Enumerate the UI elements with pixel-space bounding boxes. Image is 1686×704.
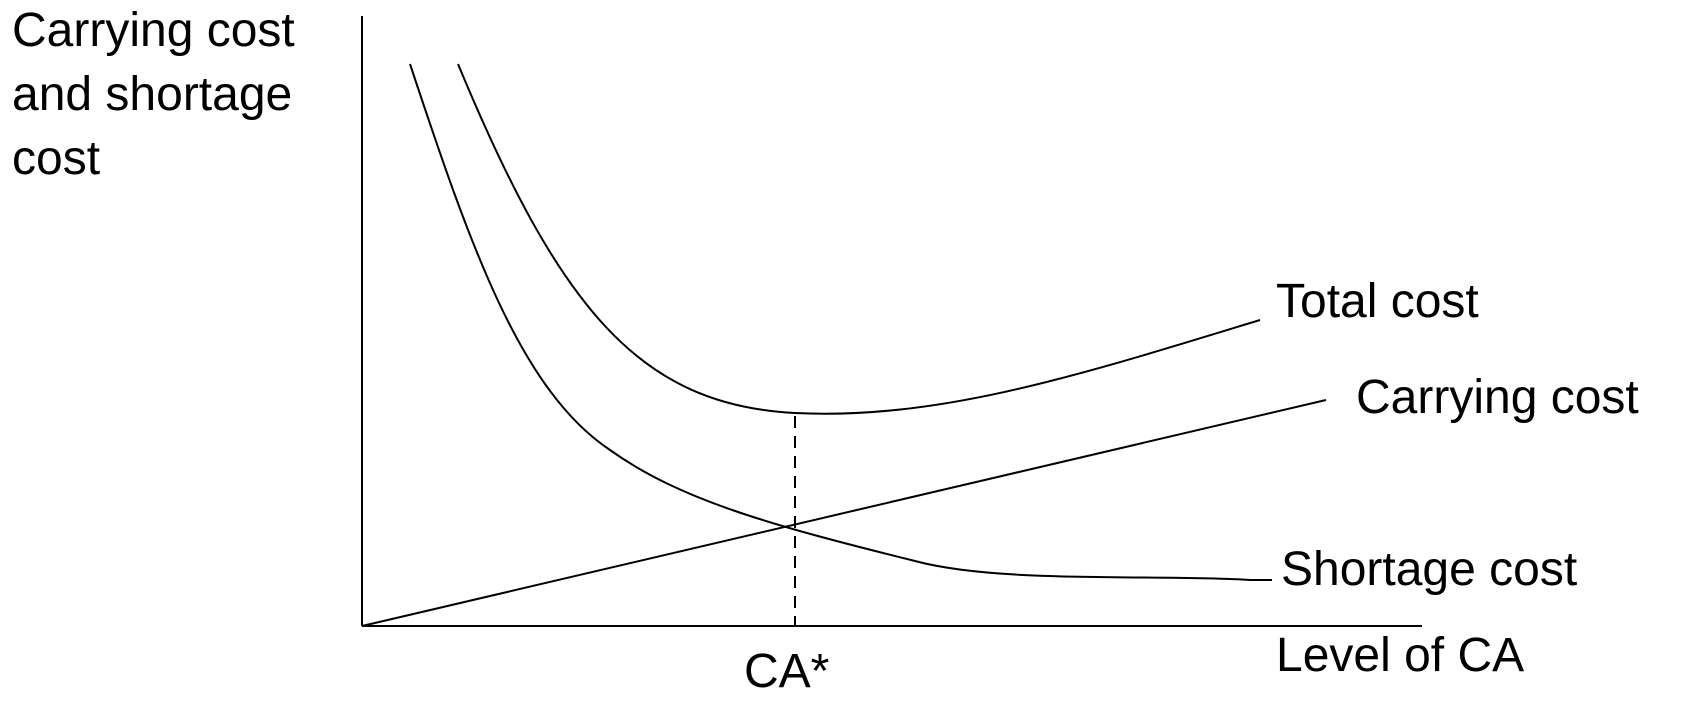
shortage-cost-curve	[409, 63, 1272, 581]
total-cost-label: Total cost	[1276, 275, 1479, 328]
y-axis-label-line-3: cost	[12, 132, 101, 185]
shortage-cost-label: Shortage cost	[1281, 543, 1578, 596]
optimum-label: CA*	[744, 645, 830, 698]
x-axis-label: Level of CA	[1276, 629, 1525, 682]
carrying-cost-label: Carrying cost	[1356, 371, 1639, 424]
y-axis-label-line-1: Carrying cost	[12, 4, 295, 57]
carrying-cost-line	[361, 399, 1327, 627]
y-axis-label-line-2: and shortage	[12, 68, 293, 121]
total-cost-curve	[457, 63, 1261, 415]
y-axis-label: Carrying cost and shortage cost	[12, 0, 295, 191]
